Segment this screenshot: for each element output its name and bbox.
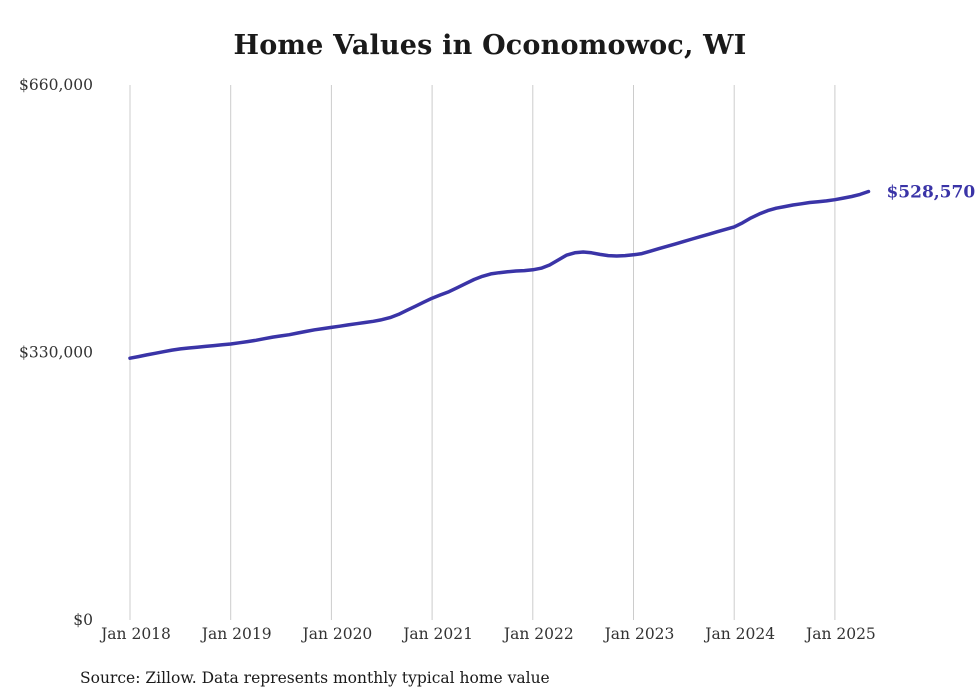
home-value-line [128, 189, 871, 360]
x-axis-tick-label: Jan 2022 [502, 625, 574, 643]
y-axis-tick-label: $660,000 [19, 76, 93, 94]
y-axis-tick-label: $330,000 [19, 344, 93, 362]
x-axis-tick-label: Jan 2024 [703, 625, 775, 643]
end-value-label: $528,570 [886, 183, 975, 203]
x-axis-tick-label: Jan 2019 [200, 625, 272, 643]
x-axis-tick-label: Jan 2021 [401, 625, 473, 643]
y-axis-tick-label: $0 [73, 611, 93, 629]
x-axis-tick-label: Jan 2020 [300, 625, 372, 643]
source-note: Source: Zillow. Data represents monthly … [80, 669, 550, 687]
chart-title: Home Values in Oconomowoc, WI [233, 30, 747, 61]
x-axis-tick-label: Jan 2018 [99, 625, 171, 643]
x-axis-tick-label: Jan 2023 [603, 625, 675, 643]
x-axis-tick-label: Jan 2025 [804, 625, 876, 643]
